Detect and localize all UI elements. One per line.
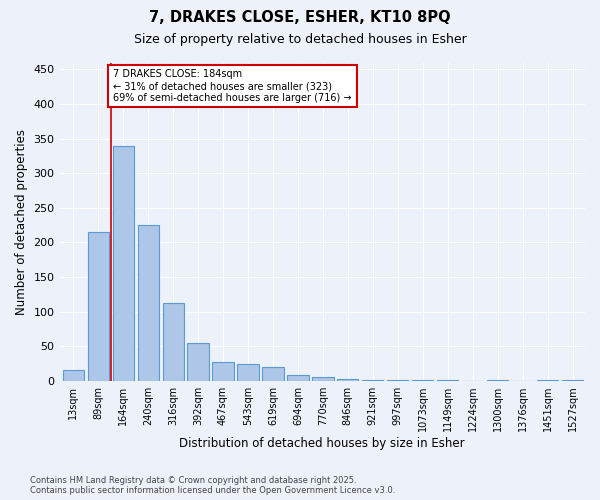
Bar xyxy=(88,232,109,381)
X-axis label: Distribution of detached houses by size in Esher: Distribution of detached houses by size … xyxy=(179,437,465,450)
Bar xyxy=(187,343,209,381)
Text: Size of property relative to detached houses in Esher: Size of property relative to detached ho… xyxy=(134,32,466,46)
Bar xyxy=(312,378,334,381)
Bar xyxy=(362,380,383,381)
Text: Contains HM Land Registry data © Crown copyright and database right 2025.
Contai: Contains HM Land Registry data © Crown c… xyxy=(30,476,395,495)
Bar xyxy=(437,380,458,381)
Bar xyxy=(487,380,508,381)
Bar xyxy=(163,302,184,381)
Bar xyxy=(137,225,159,381)
Bar xyxy=(212,362,233,381)
Bar xyxy=(262,367,284,381)
Bar xyxy=(238,364,259,381)
Bar xyxy=(562,380,583,381)
Bar xyxy=(337,379,358,381)
Text: 7 DRAKES CLOSE: 184sqm
← 31% of detached houses are smaller (323)
69% of semi-de: 7 DRAKES CLOSE: 184sqm ← 31% of detached… xyxy=(113,70,352,102)
Y-axis label: Number of detached properties: Number of detached properties xyxy=(15,128,28,314)
Bar xyxy=(537,380,558,381)
Bar xyxy=(287,376,308,381)
Text: 7, DRAKES CLOSE, ESHER, KT10 8PQ: 7, DRAKES CLOSE, ESHER, KT10 8PQ xyxy=(149,10,451,25)
Bar xyxy=(62,370,84,381)
Bar xyxy=(412,380,433,381)
Bar xyxy=(387,380,409,381)
Bar xyxy=(113,146,134,381)
